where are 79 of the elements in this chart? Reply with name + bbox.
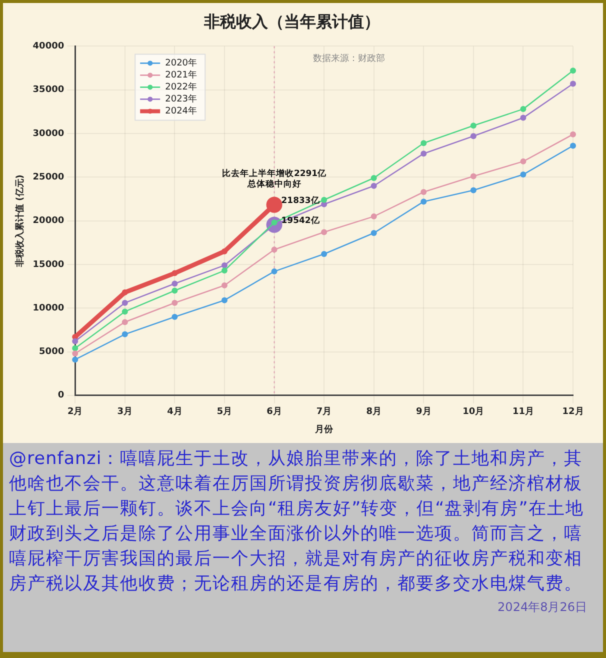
x-axis-title: 月份 [314, 424, 334, 435]
point [370, 182, 377, 189]
legend-label: 2020年 [165, 58, 198, 69]
legend-label: 2022年 [165, 82, 198, 93]
x-tick-label: 10月 [462, 406, 484, 418]
point [172, 314, 178, 320]
point [221, 248, 228, 254]
x-tick-label: 9月 [416, 406, 432, 418]
point [420, 150, 427, 157]
point [570, 131, 576, 138]
x-tick-label: 5月 [216, 406, 232, 418]
point [172, 300, 178, 306]
point [72, 345, 78, 352]
x-tick-label: 11月 [512, 406, 534, 418]
point [271, 246, 278, 253]
point [570, 142, 576, 149]
y-tick-label: 35000 [32, 85, 64, 96]
legend-label: 2024年 [165, 106, 198, 117]
annotation: 19542亿 [281, 215, 321, 226]
point [470, 133, 476, 140]
point [321, 196, 328, 203]
point [172, 280, 178, 287]
chart-title: 非税收入（当年累计值） [203, 12, 380, 31]
point [520, 158, 526, 164]
legend-label: 2023年 [165, 94, 198, 105]
point [221, 282, 228, 288]
x-tick-label: 2月 [67, 406, 83, 418]
point [520, 172, 526, 178]
point [72, 350, 78, 356]
y-tick-label: 15000 [32, 260, 64, 270]
point [221, 268, 228, 274]
point [570, 80, 576, 87]
point [221, 262, 228, 268]
point [420, 188, 427, 195]
legend-label: 2021年 [165, 70, 198, 81]
y-tick-label: 20000 [32, 216, 64, 226]
x-tick-label: 3月 [117, 406, 133, 418]
point [321, 250, 328, 257]
point [520, 106, 526, 112]
x-tick-label: 12月 [562, 406, 584, 418]
point [172, 270, 178, 276]
point [72, 356, 78, 363]
y-tick-label: 25000 [32, 172, 64, 182]
point [271, 268, 278, 274]
point [470, 122, 476, 129]
y-tick-label: 30000 [32, 128, 64, 139]
point [570, 68, 576, 74]
point [122, 319, 128, 326]
point [72, 338, 78, 344]
point [470, 173, 476, 180]
point [370, 175, 377, 182]
y-tick-label: 5000 [39, 347, 64, 358]
annotation: 21833亿 [281, 195, 321, 206]
x-tick-label: 7月 [316, 406, 332, 418]
point [420, 140, 427, 146]
point [520, 114, 526, 121]
x-tick-label: 8月 [366, 406, 382, 418]
point [420, 198, 427, 205]
point [321, 229, 328, 236]
point [122, 289, 128, 296]
point [122, 308, 128, 315]
point [122, 300, 128, 306]
annotation: 数据来源：财政部 [312, 53, 385, 64]
y-tick-label: 10000 [32, 303, 64, 314]
y-tick-label: 0 [58, 390, 64, 401]
point [470, 187, 476, 194]
point [370, 213, 377, 220]
y-tick-label: 40000 [32, 42, 64, 52]
point [122, 331, 128, 338]
y-axis-title: 非税收入累计值 (亿元) [14, 174, 26, 268]
annotation: 总体稳中向好 [246, 178, 302, 190]
point [172, 288, 178, 294]
text: @renfanzi：嘻嘻屁生于土改，从娘胎里带来的，除了土地和房产，其他啥也不会干。这意味着在厉国所谓投资房彻底歇菜，地产经济棺材板上钉上最后一颗钉。谈不上会向“租房友好”转变，但“盘剥有房”在土地财政到头之后是除了公用事业全面涨价以外的唯一选项。简而言之，嘻嘻屁榨干厉害我国的最后一个大招，就是对有房产的征收房产税和变相房产税以及其他收费；无论租房的还是有房的，都要多交水电煤气费。 [9, 448, 585, 596]
x-tick-label: 6月 [266, 406, 282, 418]
text: 2024年8月26日 [496, 599, 588, 616]
point [370, 230, 377, 236]
annotation: 比去年上半年增收2291亿 [222, 168, 328, 179]
point [221, 297, 228, 304]
x-tick-label: 4月 [167, 406, 182, 418]
